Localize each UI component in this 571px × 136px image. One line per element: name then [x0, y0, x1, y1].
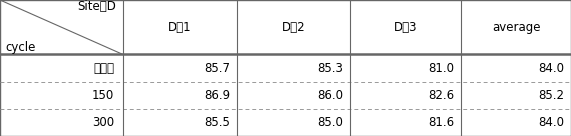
Text: D－2: D－2 [282, 21, 305, 34]
Text: 86.9: 86.9 [204, 89, 230, 102]
Text: D－1: D－1 [168, 21, 192, 34]
Text: cycle: cycle [6, 41, 36, 54]
Text: 85.0: 85.0 [317, 116, 343, 129]
Text: 150: 150 [92, 89, 114, 102]
Text: 85.3: 85.3 [317, 61, 343, 75]
Text: Site－D: Site－D [77, 0, 116, 13]
Text: 85.7: 85.7 [204, 61, 230, 75]
Text: 85.2: 85.2 [538, 89, 564, 102]
Text: 300: 300 [92, 116, 114, 129]
Text: 82.6: 82.6 [428, 89, 455, 102]
Text: 84.0: 84.0 [538, 61, 564, 75]
Text: average: average [492, 21, 540, 34]
Text: D－3: D－3 [394, 21, 417, 34]
Text: 81.6: 81.6 [428, 116, 455, 129]
Text: 86.0: 86.0 [317, 89, 343, 102]
Text: 81.0: 81.0 [428, 61, 455, 75]
Text: 84.0: 84.0 [538, 116, 564, 129]
Text: 85.5: 85.5 [204, 116, 230, 129]
Text: 초기값: 초기값 [93, 61, 114, 75]
